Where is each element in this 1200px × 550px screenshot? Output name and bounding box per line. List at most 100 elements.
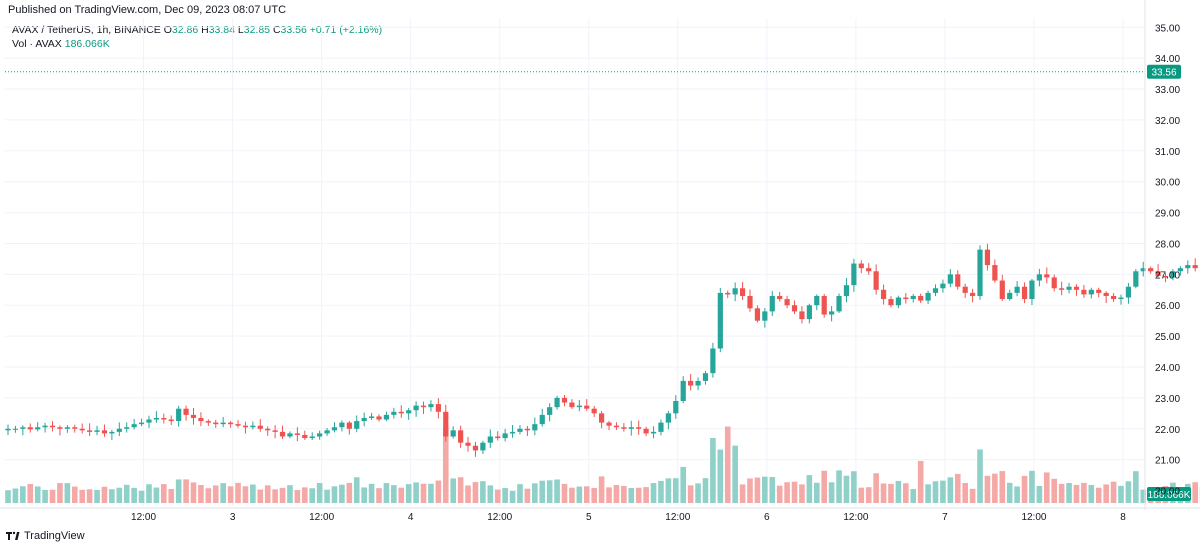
volume-bar: [925, 484, 931, 503]
volume-bar: [442, 426, 449, 503]
volume-bar: [851, 471, 857, 503]
candle-body: [739, 288, 746, 296]
volume-bar: [101, 486, 108, 503]
volume-bar: [613, 485, 620, 503]
volume-bar: [227, 486, 234, 503]
volume-bar: [79, 489, 85, 503]
volume-bar: [168, 489, 175, 503]
candle-body: [502, 433, 508, 439]
volume-bar: [405, 484, 412, 503]
candle-body: [673, 400, 679, 414]
candle-body: [695, 380, 701, 386]
volume-bar: [5, 490, 11, 503]
candle-body: [101, 430, 108, 434]
volume-bar: [932, 481, 939, 503]
volume-bar: [279, 487, 286, 503]
candle-body: [79, 428, 85, 431]
x-tick-label: 12:00: [309, 512, 334, 523]
candle-body: [1014, 286, 1020, 293]
volume-bar: [413, 482, 419, 503]
volume-bar: [806, 475, 813, 503]
volume-bar: [903, 483, 909, 503]
volume-bar: [643, 487, 649, 503]
candle-body: [1029, 280, 1035, 300]
volume-legend: Vol · AVAX 186.066K: [12, 38, 110, 50]
candle-body: [205, 421, 211, 423]
volume-bar: [865, 487, 872, 503]
volume-bar: [294, 490, 301, 503]
last-volume-label: 186.066K: [1148, 490, 1191, 501]
volume-bar: [813, 482, 820, 503]
candle-body: [235, 424, 241, 426]
volume-bar: [1118, 485, 1124, 503]
candle-body: [220, 422, 226, 425]
candle-body: [769, 295, 775, 312]
candle-body: [895, 297, 901, 306]
volume-bar: [821, 470, 827, 503]
y-tick-label: 31.00: [1155, 147, 1180, 158]
volume-bar: [1029, 470, 1035, 503]
candle-body: [591, 408, 597, 414]
candle-body: [272, 430, 278, 432]
candle-body: [784, 299, 790, 306]
published-caption: Published on TradingView.com, Dec 09, 20…: [8, 4, 287, 16]
volume-bar: [420, 483, 427, 503]
candle-body: [821, 295, 827, 315]
tradingview-logo-icon: [6, 531, 20, 540]
candle-body: [984, 249, 991, 266]
volume-bar: [12, 488, 19, 503]
candle-body: [814, 295, 820, 306]
candle-body: [858, 263, 864, 269]
volume-bar: [324, 489, 330, 503]
volume-bar: [398, 487, 405, 503]
candle-body: [309, 436, 315, 439]
candle-body: [450, 430, 456, 437]
volume-bar: [658, 480, 664, 503]
volume-bar: [435, 480, 442, 503]
volume-bar: [383, 483, 390, 503]
volume-bar: [873, 473, 879, 503]
volume-bar: [257, 489, 264, 503]
volume-bar: [64, 483, 71, 503]
candle-body: [250, 425, 256, 428]
volume-bar: [606, 487, 612, 503]
volume-bar: [747, 478, 753, 503]
y-tick-label: 23.00: [1155, 394, 1180, 405]
candle-body: [940, 283, 946, 289]
volume-bar: [34, 486, 41, 503]
volume-bar: [1021, 475, 1028, 503]
candle-body: [420, 405, 427, 408]
volume-bar: [546, 480, 553, 503]
candle-body: [1021, 286, 1028, 300]
volume-bar: [109, 489, 115, 503]
candle-body: [146, 419, 152, 423]
volume-bar: [220, 483, 226, 503]
candle-body: [880, 289, 887, 300]
candle-body: [12, 428, 19, 430]
candle-body: [49, 425, 56, 428]
candle-body: [242, 425, 249, 428]
candle-body: [829, 311, 835, 315]
volume-bar: [524, 488, 531, 503]
candle-body: [628, 427, 634, 429]
volume-bar: [680, 466, 687, 503]
candle-body: [57, 427, 63, 429]
candle-body: [932, 288, 939, 293]
volume-bar: [138, 490, 145, 503]
candle-body: [710, 348, 716, 374]
candle-body: [777, 295, 783, 300]
volume-bar: [977, 449, 983, 503]
candle-body: [1118, 297, 1124, 300]
volume-bar: [895, 480, 902, 503]
y-tick-label: 34.00: [1155, 54, 1180, 65]
y-tick-label: 32.00: [1155, 116, 1180, 127]
volume-bar: [561, 483, 568, 503]
volume-bar: [1192, 482, 1198, 503]
volume-bar: [302, 487, 308, 503]
candle-body: [368, 416, 375, 418]
volume-bar: [858, 487, 865, 503]
volume-bar: [42, 489, 48, 503]
volume-bar: [316, 483, 323, 503]
x-tick-label: 12:00: [665, 512, 690, 523]
